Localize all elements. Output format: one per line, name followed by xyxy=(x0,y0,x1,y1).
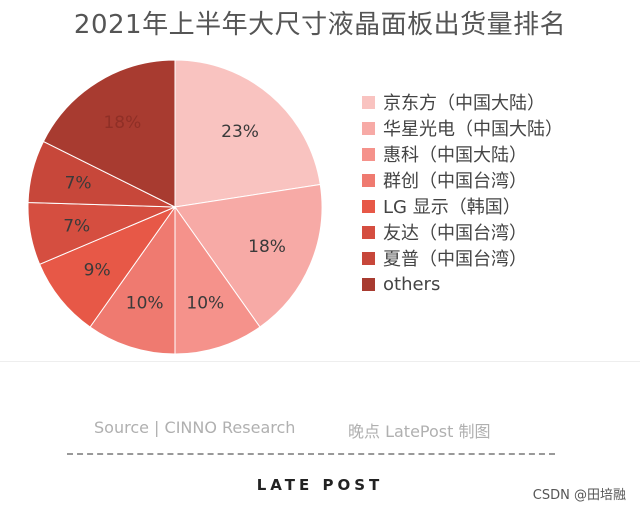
legend-label: 惠科（中国大陆） xyxy=(383,145,527,166)
source-text: Source | CINNO Research xyxy=(94,418,296,437)
slice-label: 18% xyxy=(248,237,286,257)
legend-swatch xyxy=(362,95,375,109)
legend-item: others xyxy=(362,271,563,297)
legend-label: 夏普（中国台湾） xyxy=(383,249,527,270)
legend-swatch xyxy=(362,199,375,213)
legend-item: LG 显示（韩国） xyxy=(362,193,563,219)
legend-swatch xyxy=(362,225,375,239)
credit-text: 晚点 LatePost 制图 xyxy=(348,422,491,441)
legend-swatch xyxy=(362,173,375,187)
legend-item: 夏普（中国台湾） xyxy=(362,245,563,271)
divider xyxy=(0,361,640,362)
pie-slice xyxy=(174,59,321,208)
legend-label: LG 显示（韩国） xyxy=(383,197,521,218)
chart-title: 2021年上半年大尺寸液晶面板出货量排名 xyxy=(73,10,567,40)
legend-label: others xyxy=(383,273,441,295)
slice-label: 9% xyxy=(84,261,111,281)
legend-label: 京东方（中国大陆） xyxy=(383,93,545,114)
legend-item: 华星光电（中国大陆） xyxy=(362,115,563,141)
pie-slice xyxy=(42,59,176,208)
legend-item: 群创（中国台湾） xyxy=(362,167,563,193)
dashed-divider xyxy=(67,453,555,455)
legend-swatch xyxy=(362,277,375,291)
pie-slice xyxy=(89,205,176,355)
pie-slice xyxy=(174,205,261,355)
legend-label: 群创（中国台湾） xyxy=(383,171,527,192)
slice-label: 18% xyxy=(103,113,141,133)
legend-swatch xyxy=(362,251,375,265)
slice-label: 10% xyxy=(186,293,224,313)
legend-label: 华星光电（中国大陆） xyxy=(383,119,563,140)
legend-item: 友达（中国台湾） xyxy=(362,219,563,245)
legend-item: 京东方（中国大陆） xyxy=(362,89,563,115)
watermark: CSDN @田培融 xyxy=(532,488,626,503)
slice-label: 10% xyxy=(126,293,164,313)
pie-slice xyxy=(174,183,323,328)
legend-swatch xyxy=(362,121,375,135)
legend: 京东方（中国大陆） 华星光电（中国大陆） 惠科（中国大陆） 群创（中国台湾） L… xyxy=(362,89,563,297)
latepost-logo: LATE POST xyxy=(256,476,384,494)
legend-swatch xyxy=(362,147,375,161)
slice-label: 7% xyxy=(65,174,92,194)
slice-label: 7% xyxy=(63,216,90,236)
legend-item: 惠科（中国大陆） xyxy=(362,141,563,167)
pie-slice xyxy=(38,205,177,328)
slice-label: 23% xyxy=(221,122,259,142)
legend-label: 友达（中国台湾） xyxy=(383,223,527,244)
